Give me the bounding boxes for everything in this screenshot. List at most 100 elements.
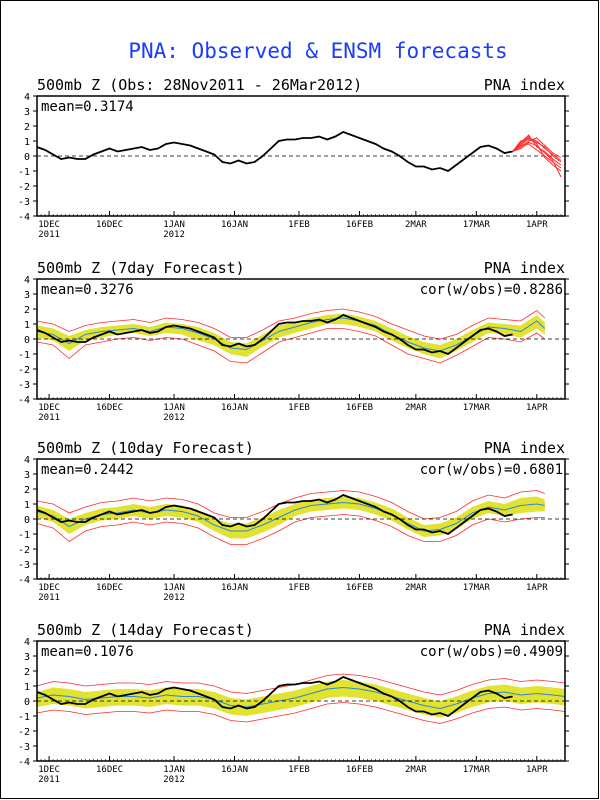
y-tick-label: 1 [24,320,30,331]
panel-4: 500mb Z (14day Forecast) PNA index -4 -3 -2 -… [18,621,569,785]
y-tick-label: -3 [18,380,30,391]
members-lower-line [37,702,565,724]
panel-right-label: PNA index [484,439,565,457]
spread-band [37,313,545,359]
y-tick-label: -2 [18,182,30,193]
panel-title: 500mb Z (10day Forecast) [37,439,254,457]
observed-line [37,676,513,718]
x-tick-label: 1JAN [163,765,185,775]
panel-title: 500mb Z (Obs: 28Nov2011 - 26Mar2012) [37,76,362,94]
y-tick-label: -3 [18,197,30,208]
y-tick-label: 3 [24,290,30,301]
x-tick-label: 16JAN [221,583,248,593]
ensemble-mean-line [37,686,565,710]
y-tick-label: -3 [18,742,30,753]
y-tick-label: 4 [24,275,30,286]
panel-1: 500mb Z (Obs: 28Nov2011 - 26Mar2012) PNA … [18,76,569,240]
y-tick-label: 1 [24,137,30,148]
x-tick-label: 16FEB [346,765,373,775]
y-tick-label: -1 [18,350,30,361]
ensemble-mean-line [37,501,545,532]
x-tick-label: 1FEB [288,220,310,230]
panel-title: 500mb Z (14day Forecast) [37,621,254,639]
observed-line [37,314,513,356]
x-tick-label: 17MAR [463,583,491,593]
x-tick-label: 17MAR [463,403,491,413]
x-tick-label: 16JAN [221,220,248,230]
ensemble-member-2 [512,134,562,166]
panel-title: 500mb Z (7day Forecast) [37,259,245,277]
y-tick-label: -1 [18,530,30,541]
y-tick-label: -4 [18,212,30,223]
plot-area [37,673,565,724]
x-tick-year: 2011 [38,775,60,785]
y-tick-label: -2 [18,727,30,738]
plot-area [37,490,565,545]
y-tick-label: 0 [24,515,30,526]
x-tick-year: 2011 [38,593,60,603]
panel-2: 500mb Z (7day Forecast) PNA index -4 -3 -2 -1… [18,259,569,423]
spread-band [37,680,565,718]
x-tick-label: 1JAN [163,220,185,230]
x-tick-year: 2012 [163,413,185,423]
y-tick-label: -3 [18,560,30,571]
ensemble-member-6 [512,138,562,163]
y-tick-label: -2 [18,365,30,376]
x-tick-label: 16DEC [96,583,123,593]
ensemble-member-4 [512,135,562,172]
x-tick-label: 16DEC [96,765,123,775]
y-tick-label: 2 [24,305,30,316]
y-tick-label: -4 [18,757,30,768]
y-tick-label: -4 [18,395,30,406]
mean-label: mean=0.3174 [41,99,134,115]
x-tick-label: 1APR [526,403,548,413]
y-tick-label: 3 [24,652,30,663]
x-tick-label: 1FEB [288,765,310,775]
y-tick-label: -2 [18,545,30,556]
x-tick-year: 2012 [163,775,185,785]
x-tick-label: 2MAR [405,765,427,775]
y-tick-label: 0 [24,335,30,346]
y-tick-label: -4 [18,575,30,586]
members-lower-line [37,328,546,364]
y-tick-label: 4 [24,455,30,466]
x-tick-year: 2011 [38,413,60,423]
x-tick-label: 1APR [526,765,548,775]
figure-title: PNA: Observed & ENSM forecasts [128,39,507,63]
y-tick-label: -1 [18,167,30,178]
y-tick-label: 1 [24,682,30,693]
y-tick-label: 4 [24,92,30,103]
x-tick-label: 16DEC [96,220,123,230]
y-tick-label: 0 [24,152,30,163]
members-upper-line [37,490,545,520]
panel-right-label: PNA index [484,621,565,639]
correlation-label: cor(w/obs)=0.8286 [420,282,563,298]
x-tick-label: 16JAN [221,403,248,413]
x-tick-year: 2012 [163,230,185,240]
plot-area [37,308,565,364]
x-tick-label: 16DEC [96,403,123,413]
y-tick-label: 2 [24,485,30,496]
x-tick-label: 17MAR [463,765,491,775]
y-tick-label: 2 [24,667,30,678]
x-tick-label: 1APR [526,583,548,593]
x-tick-label: 16JAN [221,765,248,775]
observed-line [37,494,513,536]
plot-area [37,131,565,178]
mean-label: mean=0.1076 [41,644,134,660]
x-tick-label: 2MAR [405,220,427,230]
mean-label: mean=0.2442 [41,462,134,478]
x-tick-year: 2011 [38,230,60,240]
y-tick-label: 3 [24,470,30,481]
y-tick-label: -1 [18,712,30,723]
x-tick-label: 1DEC [38,403,60,413]
x-tick-label: 16FEB [346,583,373,593]
observed-line [37,131,513,173]
x-tick-label: 2MAR [405,403,427,413]
x-tick-label: 1APR [526,220,548,230]
x-tick-label: 17MAR [463,220,491,230]
ensemble-member-3 [512,137,562,158]
members-lower-line [37,514,545,545]
x-tick-label: 1DEC [38,220,60,230]
